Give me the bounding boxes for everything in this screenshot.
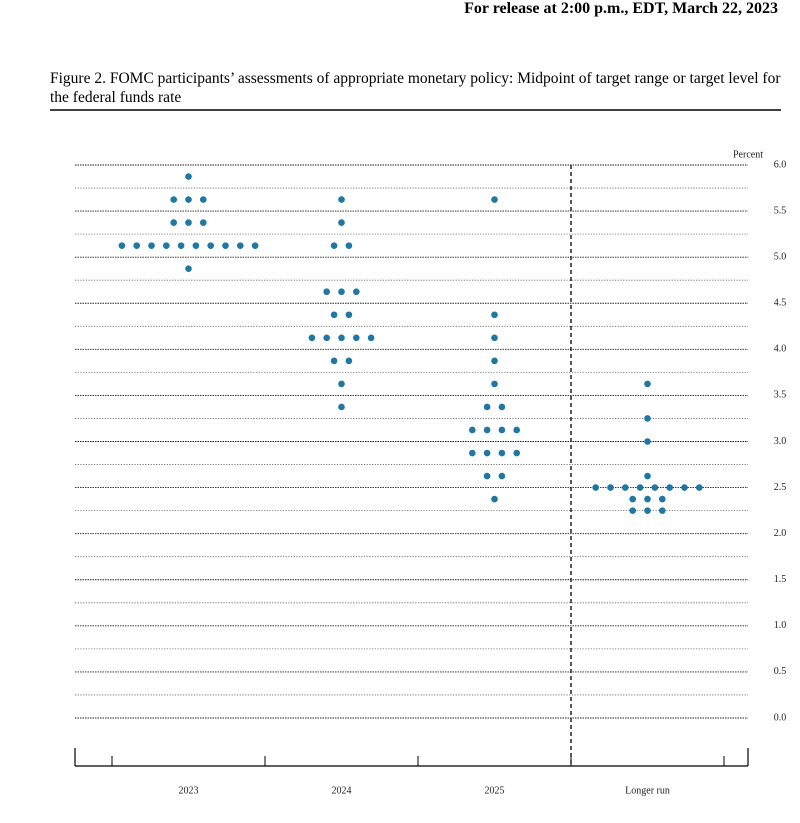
dot: [491, 196, 498, 203]
dot: [170, 219, 177, 226]
dot: [491, 495, 498, 503]
dot: [644, 507, 651, 514]
x-tick-label: Longer run: [625, 785, 670, 796]
x-tick-label: 2023: [179, 785, 199, 796]
dot: [133, 242, 140, 249]
dot: [491, 311, 498, 319]
dot: [338, 403, 345, 411]
dot: [636, 484, 644, 491]
dot: [177, 242, 185, 249]
dot: [338, 288, 345, 296]
dot: [330, 242, 338, 249]
y-tick-label: 6.0: [774, 159, 787, 170]
dot: [629, 495, 636, 503]
dot: [367, 334, 375, 342]
dot: [338, 219, 345, 226]
dot: [681, 484, 688, 491]
dot: [200, 219, 207, 226]
x-tick-label: 2024: [332, 785, 352, 796]
dot: [498, 449, 506, 457]
dot: [237, 242, 244, 249]
dot: [622, 484, 629, 491]
y-tick-label: 4.5: [774, 298, 787, 309]
dot: [483, 403, 491, 411]
y-axis-label: Percent: [733, 149, 763, 160]
dot: [185, 196, 192, 203]
dot: [498, 403, 506, 411]
dot: [513, 426, 520, 434]
dot: [469, 449, 476, 457]
dot: [498, 472, 506, 480]
dot: [651, 484, 659, 491]
dot: [185, 265, 192, 272]
dot: [163, 242, 170, 249]
dot: [513, 449, 520, 457]
dot: [200, 196, 207, 203]
dot: [498, 426, 506, 434]
dot: [185, 219, 192, 226]
dot: [644, 438, 651, 445]
dot: [483, 449, 491, 457]
dot: [222, 242, 229, 249]
dot: [192, 242, 200, 249]
dot: [323, 334, 331, 342]
dot: [345, 242, 353, 249]
y-tick-label: 0.5: [774, 666, 787, 677]
y-tick-label: 5.5: [774, 205, 787, 216]
dot: [644, 472, 651, 480]
dot: [345, 357, 353, 365]
dot: [170, 196, 177, 203]
y-tick-label: 2.5: [774, 482, 787, 493]
dot: [592, 484, 599, 491]
dot: [323, 288, 331, 296]
dot: [469, 426, 476, 434]
dot: [491, 334, 498, 342]
y-tick-label: 0.0: [774, 712, 787, 723]
dot: [644, 415, 651, 422]
dot: [483, 426, 491, 434]
dot: [644, 380, 651, 388]
dot: [338, 334, 345, 342]
dot: [666, 484, 673, 491]
dot: [330, 311, 338, 319]
dot: [353, 334, 360, 342]
dot: [251, 242, 259, 249]
chart-title: Figure 2. FOMC participants’ assessments…: [50, 70, 781, 106]
dot: [644, 495, 651, 503]
dot: [308, 334, 316, 342]
dot: [491, 357, 498, 365]
dot: [148, 242, 155, 249]
y-tick-label: 5.0: [774, 251, 787, 262]
dot: [338, 380, 345, 388]
dot: [330, 357, 338, 365]
dot: [491, 380, 498, 388]
dot: [696, 484, 703, 491]
dot: [629, 507, 636, 514]
dot: [185, 173, 192, 180]
dot: [345, 311, 353, 319]
y-tick-label: 3.5: [774, 390, 787, 401]
dot: [207, 242, 214, 249]
y-tick-label: 1.5: [774, 574, 787, 585]
x-tick-label: 2025: [485, 785, 505, 796]
dot: [659, 495, 666, 503]
y-tick-label: 4.0: [774, 344, 787, 355]
y-tick-label: 1.0: [774, 620, 787, 631]
dot: [607, 484, 614, 491]
release-header: For release at 2:00 p.m., EDT, March 22,…: [464, 0, 778, 17]
dot: [338, 196, 345, 203]
y-tick-label: 2.0: [774, 528, 787, 539]
dot: [118, 242, 126, 249]
dot: [483, 472, 491, 480]
dot: [659, 507, 666, 514]
dot: [353, 288, 360, 296]
y-tick-label: 3.0: [774, 436, 787, 447]
